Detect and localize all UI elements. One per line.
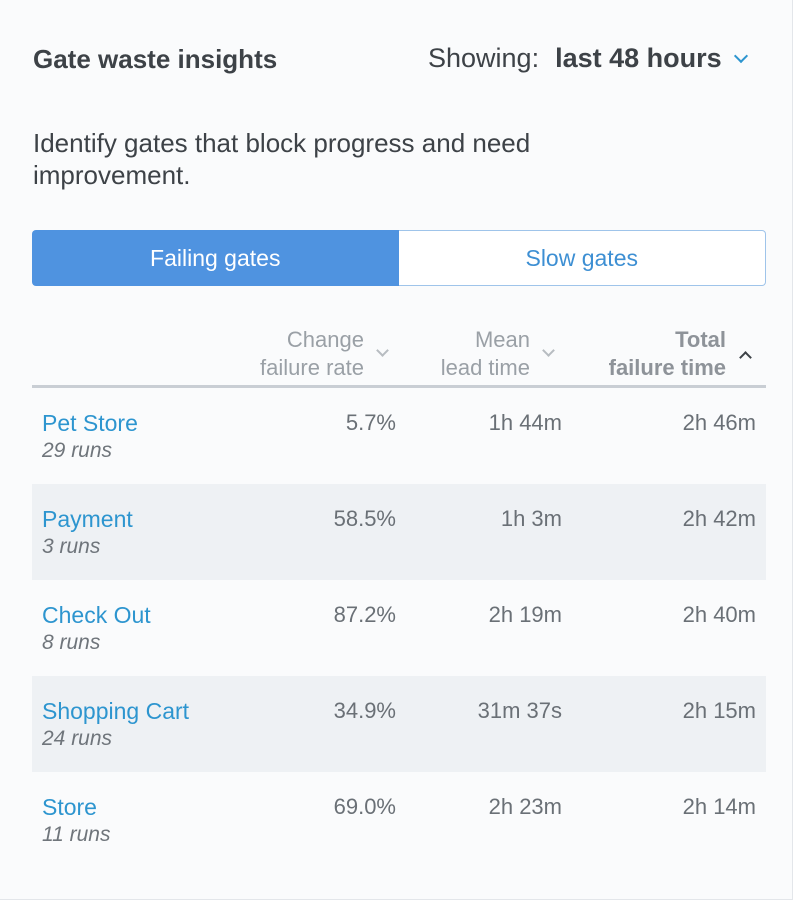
column-header-line1: Change: [286, 327, 364, 352]
tab-slow-gates[interactable]: Slow gates: [398, 230, 766, 286]
change-failure-rate-value: 69.0%: [333, 794, 396, 819]
column-header-line1: Mean: [474, 327, 530, 352]
table-row: Store 11 runs 69.0% 2h 23m 2h 14m: [32, 772, 766, 868]
table-header: Change failure rate Mean lead time Total…: [32, 326, 766, 388]
gate-run-count: 11 runs: [42, 823, 111, 846]
gate-name-link[interactable]: Check Out: [42, 602, 151, 628]
time-range-value: last 48 hours: [555, 43, 722, 73]
total-failure-time-value: 2h 15m: [682, 698, 756, 723]
gate-name-link[interactable]: Store: [42, 794, 97, 820]
total-failure-time-value: 2h 40m: [682, 602, 756, 627]
gate-run-count: 29 runs: [42, 439, 113, 462]
mean-lead-time-value: 2h 23m: [488, 794, 562, 819]
table-row: Check Out 8 runs 87.2% 2h 19m 2h 40m: [32, 580, 766, 676]
gate-run-count: 8 runs: [42, 631, 101, 654]
mean-lead-time-value: 2h 19m: [488, 602, 562, 627]
change-failure-rate-value: 87.2%: [333, 602, 396, 627]
total-failure-time-value: 2h 14m: [682, 794, 756, 819]
gate-table-body: Pet Store 29 runs 5.7% 1h 44m 2h 46m Pay…: [32, 388, 766, 868]
column-header-line2: failure rate: [260, 355, 364, 380]
change-failure-rate-value: 58.5%: [333, 506, 396, 531]
showing-label: Showing:: [428, 43, 540, 73]
column-header-mean-lead-time[interactable]: Mean lead time: [441, 326, 530, 382]
mean-lead-time-value: 1h 44m: [488, 410, 562, 435]
mean-lead-time-value: 1h 3m: [500, 506, 562, 531]
gate-name-link[interactable]: Shopping Cart: [42, 698, 190, 724]
panel-description: Identify gates that block progress and n…: [33, 128, 531, 190]
column-header-total-failure-time[interactable]: Total failure time: [609, 326, 726, 382]
total-failure-time-value: 2h 46m: [682, 410, 756, 435]
gate-name-link[interactable]: Payment: [42, 506, 133, 532]
table-row: Payment 3 runs 58.5% 1h 3m 2h 42m: [32, 484, 766, 580]
column-header-line2: lead time: [440, 355, 530, 380]
chevron-up-icon[interactable]: [739, 351, 752, 364]
change-failure-rate-value: 34.9%: [333, 698, 396, 723]
gate-run-count: 24 runs: [42, 727, 113, 750]
column-header-change-failure-rate[interactable]: Change failure rate: [260, 326, 364, 382]
panel-title: Gate waste insights: [33, 44, 278, 74]
chevron-down-icon[interactable]: [376, 344, 389, 357]
table-row: Pet Store 29 runs 5.7% 1h 44m 2h 46m: [32, 388, 766, 484]
time-range-selector: Showing: last 48 hours: [428, 43, 748, 74]
tab-failing-gates[interactable]: Failing gates: [32, 230, 399, 286]
chevron-down-icon: [733, 48, 748, 63]
column-header-line1: Total: [675, 327, 726, 352]
change-failure-rate-value: 5.7%: [345, 410, 396, 435]
mean-lead-time-value: 31m 37s: [477, 698, 562, 723]
gate-run-count: 3 runs: [42, 535, 101, 558]
table-row: Shopping Cart 24 runs 34.9% 31m 37s 2h 1…: [32, 676, 766, 772]
total-failure-time-value: 2h 42m: [682, 506, 756, 531]
chevron-down-icon[interactable]: [542, 344, 555, 357]
column-header-line2: failure time: [608, 355, 726, 380]
time-range-dropdown[interactable]: last 48 hours: [555, 43, 748, 74]
gate-type-toggle: Failing gates Slow gates: [32, 230, 766, 286]
gate-name-link[interactable]: Pet Store: [42, 410, 138, 436]
